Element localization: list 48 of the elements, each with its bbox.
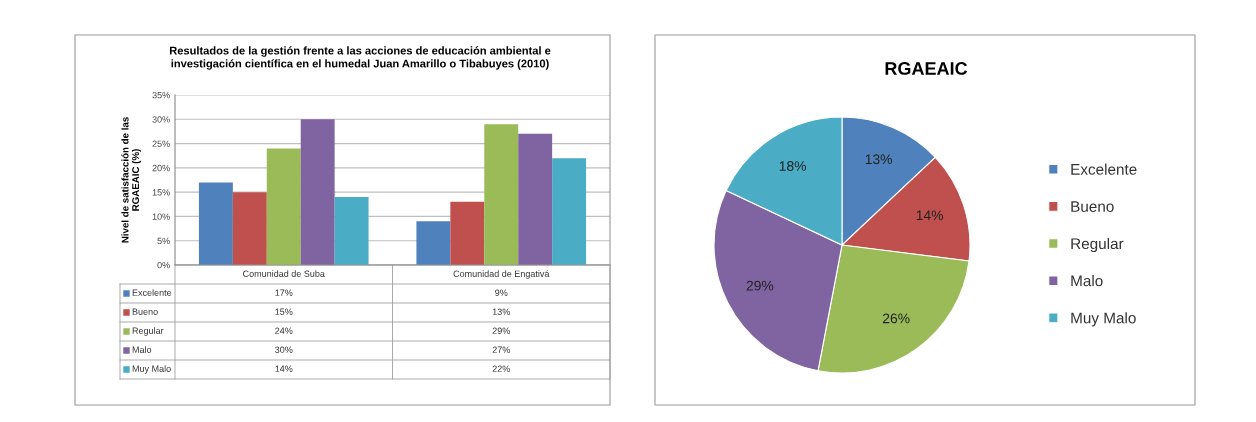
- data-label: 14%: [275, 365, 293, 372]
- legend-label: Bueno: [1071, 201, 1114, 212]
- legend-label: Excelente: [1071, 163, 1137, 175]
- bar: [266, 148, 301, 265]
- data-label: 14%: [916, 210, 944, 221]
- data-label: 13%: [492, 308, 510, 315]
- chart-title: Resultados de la gestión frente a las acciones de educación ambiental e investigación científica en el humedal Juan Amarillo o Tibabuyes (2010): [169, 46, 551, 70]
- y-tick-label: 5%: [157, 237, 170, 245]
- data-label: 27%: [492, 346, 510, 353]
- bar: [198, 182, 233, 265]
- bar: [416, 221, 451, 265]
- data-label: 15%: [275, 308, 293, 315]
- chart-title: RGAEAIC: [885, 62, 968, 75]
- legend-label: Regular: [1071, 237, 1124, 253]
- x-tick-label: Comunidad de Engativá: [453, 270, 550, 279]
- legend-label: Malo: [132, 346, 152, 353]
- y-tick-label: 15%: [152, 189, 170, 196]
- y-tick-label: 10%: [152, 213, 170, 220]
- bar: [334, 197, 369, 265]
- legend-label: Malo: [1071, 275, 1103, 287]
- y-tick-label: 20%: [152, 164, 170, 172]
- y-tick-label: 25%: [152, 140, 170, 147]
- legend-label: Regular: [132, 327, 164, 336]
- data-label: 29%: [746, 280, 774, 291]
- data-label: 24%: [275, 327, 293, 334]
- bar: [484, 124, 519, 265]
- data-label: 9%: [495, 289, 508, 296]
- bar: [518, 133, 553, 265]
- legend-label: Excelente: [132, 289, 172, 296]
- data-label: 30%: [275, 346, 293, 353]
- bar: [232, 192, 267, 265]
- data-label: 13%: [865, 154, 893, 165]
- legend-label: Muy Malo: [1071, 312, 1136, 327]
- legend-label: Muy Malo: [132, 365, 171, 374]
- data-label: 17%: [275, 289, 293, 296]
- data-label: 29%: [492, 327, 510, 334]
- data-label: 22%: [492, 365, 510, 372]
- y-axis-title: Nivel de satisfacción de las RGAEAIC (%): [121, 117, 141, 243]
- data-label: 26%: [882, 313, 910, 324]
- bar: [300, 119, 335, 265]
- bar: [450, 201, 485, 265]
- y-tick-label: 0%: [157, 261, 170, 269]
- y-tick-label: 30%: [152, 116, 170, 123]
- x-tick-label: Comunidad de Suba: [243, 270, 325, 277]
- bar: [552, 158, 587, 265]
- y-tick-label: 35%: [152, 91, 170, 99]
- data-label: 18%: [779, 161, 807, 171]
- legend-label: Bueno: [132, 308, 158, 315]
